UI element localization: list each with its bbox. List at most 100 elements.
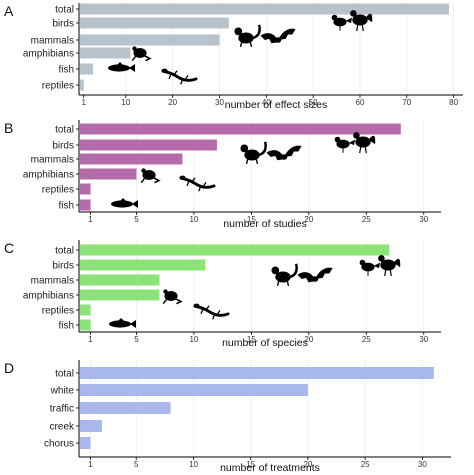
mammal-tail (289, 263, 298, 279)
x-tick-label: 10 (189, 460, 198, 469)
bird-body (336, 139, 350, 149)
rooster-head (378, 255, 385, 262)
mammal-pair-icon (234, 24, 296, 47)
bar-total (80, 123, 401, 135)
category-label: birds (52, 141, 74, 152)
bat-wing (260, 33, 278, 44)
x-tick-label: 5 (134, 215, 139, 224)
lizard-body (181, 177, 216, 189)
mammal-body (244, 149, 260, 161)
x-tick-label: 10 (189, 215, 198, 224)
bar-chorus (80, 437, 91, 449)
category-label: birds (52, 19, 74, 30)
bar-total (80, 244, 390, 256)
fish-tail (132, 200, 138, 208)
rooster-body (355, 136, 371, 148)
rooster-tail (368, 135, 376, 145)
lizard-leg (204, 305, 210, 311)
rooster-head (353, 132, 360, 139)
x-axis-title: number of studies (223, 218, 306, 230)
x-tick-label: 25 (361, 460, 370, 469)
fish-body (108, 64, 130, 72)
rooster-leg (389, 269, 392, 277)
category-label: fish (58, 201, 74, 212)
bird-tail (345, 17, 353, 24)
rooster-leg (356, 24, 359, 32)
bar-total (80, 367, 434, 379)
category-label: birds (52, 261, 74, 272)
frog-eye (163, 289, 168, 294)
bird-head (334, 136, 341, 143)
category-label: total (55, 125, 74, 136)
bat-body (311, 276, 319, 282)
bat-wing (315, 267, 333, 279)
category-label: creek (50, 422, 75, 433)
rooster-tail (393, 258, 401, 268)
category-label: traffic (50, 404, 74, 415)
bird-body (333, 17, 347, 27)
mammal-leg (239, 42, 243, 47)
lizard-leg (190, 177, 196, 183)
frog-leg (142, 54, 152, 62)
mammal-tail (258, 141, 267, 157)
x-tick-label: 10 (189, 335, 198, 344)
frog-leg (140, 177, 146, 184)
frog-icon (131, 46, 152, 62)
fish-icon (111, 198, 138, 208)
frog-icon (140, 168, 161, 184)
lizard-leg (172, 70, 178, 76)
bird-tail (348, 139, 356, 146)
x-tick-label: 1 (88, 460, 93, 469)
x-tick-label: 10 (121, 98, 130, 107)
category-label: mammals (31, 36, 74, 47)
frog-icon (162, 289, 183, 305)
rooster-head (350, 10, 357, 17)
x-tick-label: 20 (304, 215, 313, 224)
bar-birds (80, 17, 229, 29)
bar-fish (80, 319, 91, 331)
x-tick-label: 30 (419, 335, 428, 344)
category-label: amphibians (23, 291, 74, 302)
x-tick-label: 15 (246, 460, 255, 469)
x-tick-label: 70 (402, 98, 411, 107)
fish-fin (117, 62, 123, 65)
lizard-leg (186, 181, 190, 187)
lizard-leg (200, 309, 204, 315)
fish-icon (108, 62, 135, 72)
frog-leg (173, 297, 183, 305)
bar-reptiles (80, 79, 84, 91)
bird-pair-icon (334, 132, 376, 154)
mammal-leg (249, 42, 253, 47)
x-tick-label: 30 (215, 98, 224, 107)
category-label: reptiles (42, 185, 74, 196)
bar-total (80, 3, 449, 15)
mammal-head (240, 144, 249, 153)
bar-mammals (80, 34, 220, 46)
rooster-leg (364, 146, 367, 154)
x-tick-label: 40 (262, 98, 271, 107)
rooster-leg (361, 24, 364, 32)
rooster-tail (365, 13, 373, 23)
x-tick-label: 1 (88, 335, 93, 344)
category-label: reptiles (42, 306, 74, 317)
fish-body (111, 200, 133, 208)
mammal-leg (286, 281, 290, 286)
category-label: total (55, 369, 74, 380)
panel-label: B (4, 120, 13, 136)
mammal-leg (255, 159, 259, 164)
x-tick-label: 60 (356, 98, 365, 107)
rooster-leg (384, 269, 387, 277)
fish-icon (109, 318, 136, 328)
lizard-leg (184, 74, 189, 81)
rooster-leg (359, 146, 362, 154)
bar-birds (80, 139, 217, 151)
category-label: total (55, 246, 74, 257)
bat-wing (284, 145, 302, 157)
bat-body (280, 154, 288, 160)
x-tick-label: 30 (419, 215, 428, 224)
lizard-icon (161, 68, 198, 85)
x-axis-title: number of effect sizes (225, 99, 328, 111)
